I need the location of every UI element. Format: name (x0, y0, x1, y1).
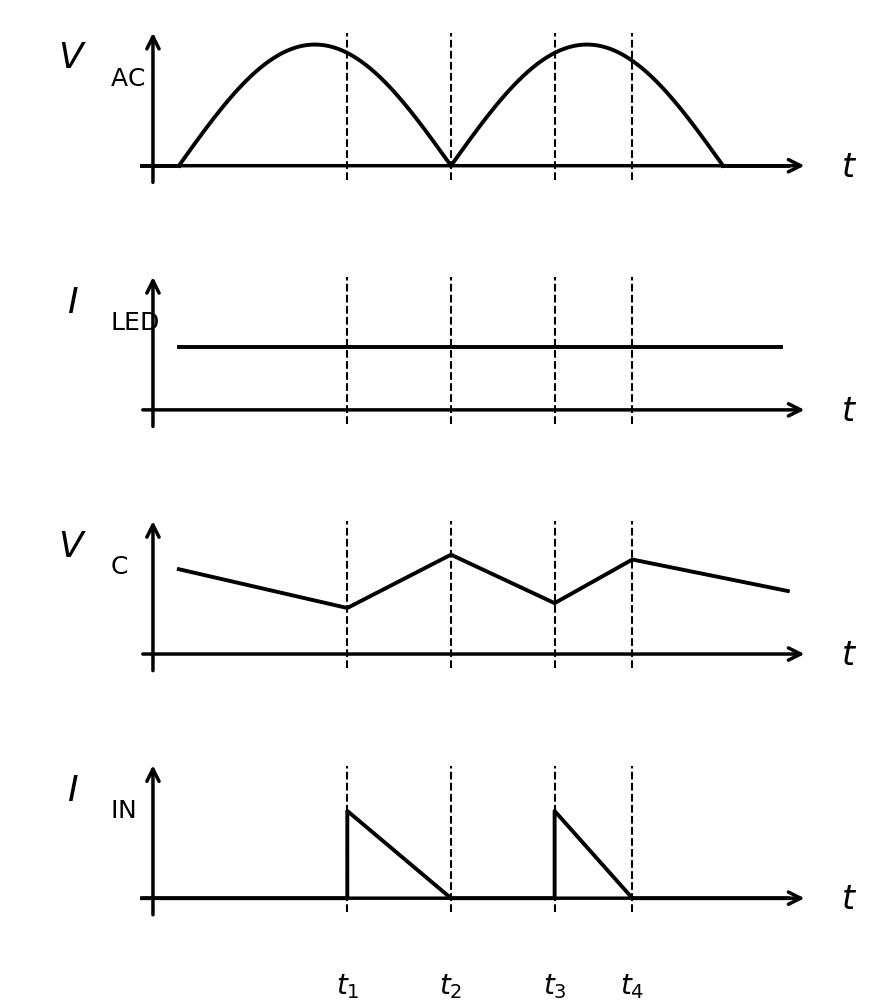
Text: $t_3$: $t_3$ (542, 972, 566, 1000)
Text: $\mathrm{AC}$: $\mathrm{AC}$ (109, 67, 145, 91)
Text: $\mathrm{LED}$: $\mathrm{LED}$ (109, 311, 159, 335)
Text: $t$: $t$ (841, 639, 857, 672)
Text: $V$: $V$ (59, 530, 87, 564)
Text: $\mathrm{IN}$: $\mathrm{IN}$ (109, 799, 136, 823)
Text: $V$: $V$ (59, 41, 87, 75)
Text: $\mathrm{C}$: $\mathrm{C}$ (109, 555, 128, 579)
Text: $I$: $I$ (66, 286, 79, 320)
Text: $I$: $I$ (66, 774, 79, 808)
Text: $t_2$: $t_2$ (439, 972, 463, 1000)
Text: $t$: $t$ (841, 883, 857, 916)
Text: $t_1$: $t_1$ (335, 972, 359, 1000)
Text: $t$: $t$ (841, 395, 857, 428)
Text: $t$: $t$ (841, 151, 857, 184)
Text: $t_4$: $t_4$ (620, 972, 645, 1000)
